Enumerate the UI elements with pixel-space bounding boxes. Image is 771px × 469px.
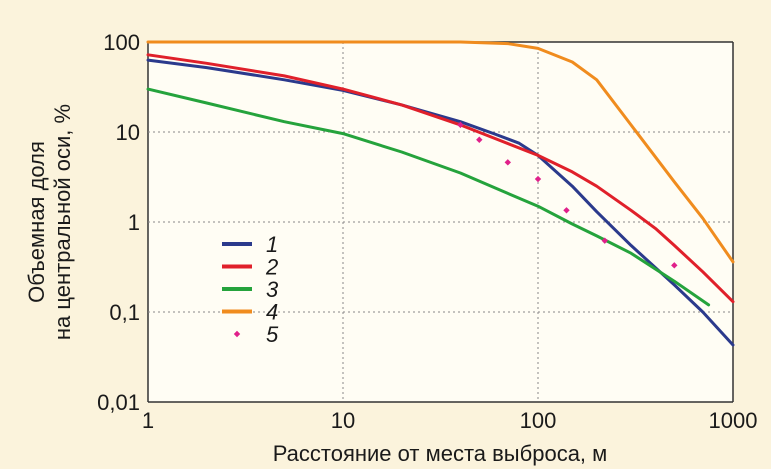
legend-label-3: 3	[266, 277, 279, 302]
y-tick-label: 100	[103, 30, 140, 55]
legend-label-5: 5	[266, 322, 279, 347]
y-tick-label: 0,01	[97, 390, 140, 415]
x-tick-label: 1	[142, 408, 154, 433]
y-tick-label: 0,1	[109, 300, 140, 325]
y-axis-ticks: 0,01 0,1 1 10 100	[97, 30, 140, 415]
y-axis-title-line-1: Объемная доля	[24, 141, 49, 303]
series-line-4	[146, 40, 735, 264]
legend-swatch-5	[233, 330, 241, 338]
series-line-2	[146, 53, 735, 304]
x-tick-label: 10	[331, 408, 355, 433]
series-point-5	[476, 136, 483, 143]
legend-label-4: 4	[266, 300, 278, 325]
plot-area	[148, 42, 733, 402]
legend-label-1: 1	[266, 232, 278, 257]
y-axis-title-line-2: на центральной оси, %	[50, 104, 75, 340]
series-line-3	[146, 87, 711, 307]
series-group	[146, 40, 735, 347]
series-point-5	[671, 262, 678, 269]
y-tick-label: 10	[116, 120, 140, 145]
legend-label-2: 2	[265, 255, 278, 280]
x-tick-label: 100	[520, 408, 557, 433]
x-axis-ticks: 1 10 100 1000	[142, 408, 758, 433]
x-axis-title: Расстояние от места выброса, м	[273, 441, 608, 466]
series-point-5	[563, 207, 570, 214]
series-point-5	[504, 159, 511, 166]
y-tick-label: 1	[128, 210, 140, 235]
x-tick-label: 1000	[709, 408, 758, 433]
series-point-5	[457, 121, 464, 129]
series-point-5	[601, 237, 608, 244]
series-point-5	[534, 175, 542, 183]
